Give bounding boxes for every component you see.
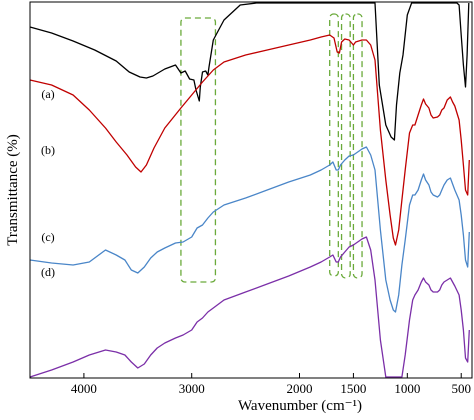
series-lines (29, 2, 470, 378)
annotation-box-1 (180, 17, 217, 283)
curve-label-c: (c) (41, 230, 54, 244)
x-tick-label: 500 (451, 381, 471, 396)
x-tick-label: 2000 (287, 381, 313, 396)
x-ticks: 4000 3000 2000 1500 1000 500 (71, 373, 471, 396)
series-line-b (29, 34, 470, 246)
x-tick-label: 1500 (340, 381, 366, 396)
y-axis-label: Transmittance (%) (5, 134, 21, 246)
curve-label-a: (a) (41, 87, 54, 101)
series-line-c (29, 146, 470, 313)
curve-label-d: (d) (41, 265, 55, 279)
curve-labels: (a) (b) (c) (d) (41, 87, 55, 279)
plot-frame (29, 1, 473, 379)
x-tick-label: 1000 (394, 381, 420, 396)
x-tick-label: 4000 (71, 381, 97, 396)
annotation-box-3 (340, 13, 351, 279)
x-axis-label-text: Wavenumber (cm⁻¹) (238, 398, 362, 414)
x-axis-label: Wavenumber (cm⁻¹) (238, 398, 362, 414)
annotation-boxes (180, 13, 363, 283)
annotation-box-2 (329, 13, 339, 277)
series-line-a (29, 2, 470, 141)
x-tick-label: 3000 (179, 381, 205, 396)
curve-label-b: (b) (41, 143, 55, 157)
annotation-box-4 (352, 13, 363, 279)
series-line-d (29, 236, 470, 378)
